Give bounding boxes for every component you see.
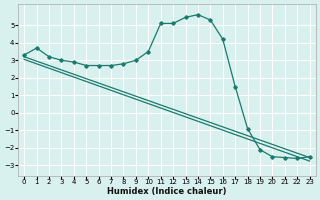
X-axis label: Humidex (Indice chaleur): Humidex (Indice chaleur) (107, 187, 227, 196)
